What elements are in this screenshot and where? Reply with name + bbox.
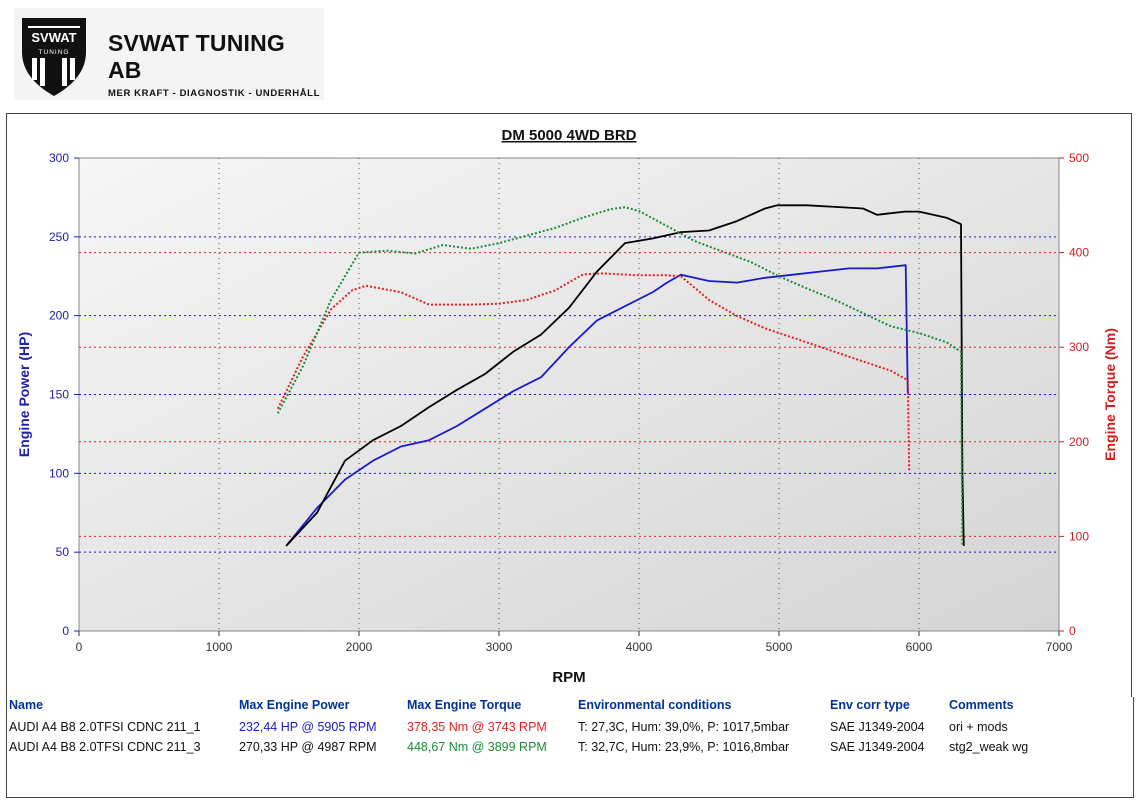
chart-title: DM 5000 4WD BRD — [501, 127, 636, 144]
results-table: Name Max Engine Power Max Engine Torque … — [6, 697, 1134, 798]
x-tick-label: 0 — [76, 640, 83, 654]
right-tick-label: 300 — [1069, 340, 1089, 354]
x-tick-label: 1000 — [206, 640, 233, 654]
left-tick-label: 200 — [49, 309, 69, 323]
left-axis-label: Engine Power (HP) — [16, 332, 32, 457]
row2-corr: SAE J1349-2004 — [830, 740, 925, 754]
row1-env: T: 27,3C, Hum: 39,0%, P: 1017,5mbar — [578, 720, 790, 734]
run2-torque-curve — [276, 206, 964, 546]
x-tick-label: 5000 — [766, 640, 793, 654]
left-tick-label: 300 — [49, 151, 69, 165]
row2-comment: stg2_weak wg — [949, 740, 1029, 754]
company-name: SVWAT TUNING AB — [108, 30, 286, 83]
header-name: Name — [9, 698, 44, 712]
right-tick-label: 0 — [1069, 624, 1076, 638]
dyno-chart: DM 5000 4WD BRD 0 1000 2000 3000 4000 5000 600… — [16, 127, 1118, 686]
header-env-conditions: Environmental conditions — [578, 698, 732, 712]
row1-power: 232,44 HP @ 5905 RPM — [239, 720, 377, 734]
run1-power-curve — [285, 264, 909, 547]
right-tick-label: 100 — [1069, 529, 1089, 543]
dyno-chart-frame: DM 5000 4WD BRD 0 1000 2000 3000 4000 5000 600… — [6, 113, 1132, 698]
left-tick-label: 100 — [49, 466, 69, 480]
x-tick-label: 2000 — [346, 640, 373, 654]
right-tick-label: 200 — [1069, 435, 1089, 449]
header-comments: Comments — [949, 698, 1014, 712]
row2-env: T: 32,7C, Hum: 23,9%, P: 1016,8mbar — [578, 740, 790, 754]
shield-logo-icon: SVWAT TUNING — [22, 18, 86, 96]
row1-torque: 378,35 Nm @ 3743 RPM — [407, 720, 547, 734]
row2-power: 270,33 HP @ 4987 RPM — [239, 740, 377, 754]
row1-name: AUDI A4 B8 2.0TFSI CDNC 211_1 — [9, 720, 201, 734]
row2-torque: 448,67 Nm @ 3899 RPM — [407, 740, 547, 754]
header-max-power: Max Engine Power — [239, 698, 350, 712]
x-tick-label: 6000 — [906, 640, 933, 654]
grid-lines — [79, 158, 1059, 631]
company-tagline: MER KRAFT - DIAGNOSTIK - UNDERHÅLL — [108, 88, 320, 99]
badge-text: SVWAT — [31, 30, 76, 45]
badge-subtext: TUNING — [39, 49, 70, 56]
x-tick-label: 7000 — [1046, 640, 1073, 654]
left-tick-label: 150 — [49, 388, 69, 402]
x-tick-label: 4000 — [626, 640, 653, 654]
row2-name: AUDI A4 B8 2.0TFSI CDNC 211_3 — [9, 740, 201, 754]
row1-corr: SAE J1349-2004 — [830, 720, 925, 734]
header-max-torque: Max Engine Torque — [407, 698, 522, 712]
company-logo: SVWAT TUNING SVWAT TUNING AB MER KRAFT -… — [14, 8, 324, 100]
axis-ticks: 0 1000 2000 3000 4000 5000 6000 700005010015020… — [49, 151, 1089, 654]
left-tick-label: 250 — [49, 230, 69, 244]
header-env-corr: Env corr type — [830, 698, 910, 712]
right-axis-label: Engine Torque (Nm) — [1102, 328, 1118, 461]
series-lines — [276, 204, 965, 547]
row1-comment: ori + mods — [949, 720, 1008, 734]
x-tick-label: 3000 — [486, 640, 513, 654]
x-axis-label: RPM — [552, 669, 585, 686]
left-tick-label: 0 — [62, 624, 69, 638]
run2-power-curve — [285, 204, 965, 547]
right-tick-label: 400 — [1069, 246, 1089, 260]
left-tick-label: 50 — [56, 545, 70, 559]
right-tick-label: 500 — [1069, 151, 1089, 165]
